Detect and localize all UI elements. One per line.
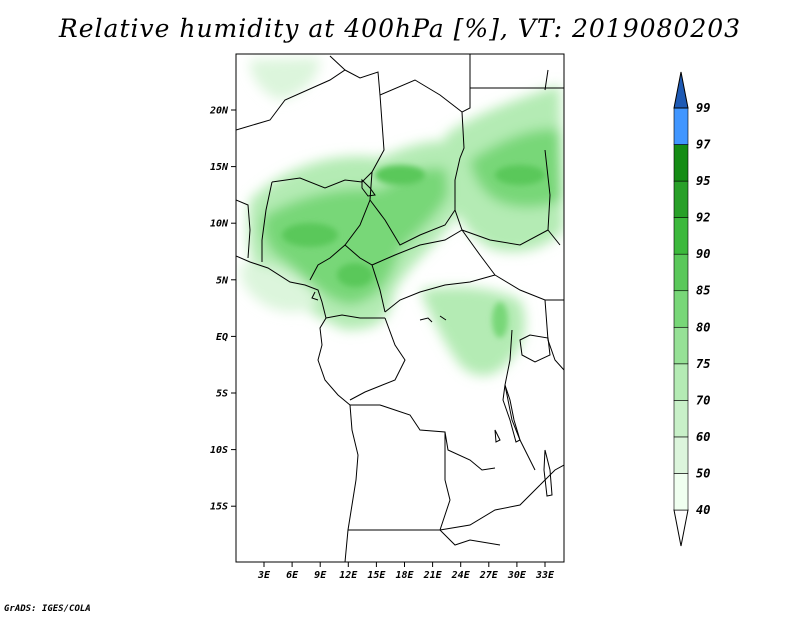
humidity-spot-chad <box>375 165 425 185</box>
colorbar-bin <box>673 180 689 218</box>
lake-tanganyika <box>502 384 521 443</box>
colorbar-label: 90 <box>696 247 710 261</box>
country-borders <box>236 54 564 562</box>
lat-tick-label: 5N <box>216 275 229 286</box>
colorbar-lower-triangle <box>673 509 689 547</box>
lat-tick-label: 10S <box>210 445 228 456</box>
humidity-shading <box>240 58 564 376</box>
colorbar-bin <box>673 436 689 474</box>
humidity-spot-cameroon <box>337 263 373 287</box>
lat-tick-label: EQ <box>216 332 228 343</box>
humidity-spot-uganda <box>492 302 508 338</box>
colorbar-label: 50 <box>696 466 710 480</box>
lon-tick-label: 33E <box>535 570 555 581</box>
axis-ticks: 20N 15N 10N 5N EQ 5S 10S 15S 3E 6E 9E 12E 15E 18E 21E 2… <box>209 106 555 582</box>
humidity-region-north-patches <box>250 58 320 100</box>
humidity-region-gulf <box>240 264 320 312</box>
border-south-sudan-uganda <box>494 274 564 301</box>
lon-tick-label: 18E <box>395 570 414 581</box>
border-niger-chad <box>379 79 463 113</box>
lake-malawi <box>543 449 553 497</box>
colorbar-bin <box>673 107 689 145</box>
colorbar-bin <box>673 253 689 292</box>
border-drc-east <box>504 329 536 471</box>
border-niger-nigeria <box>271 171 373 189</box>
border-drc-angola <box>350 404 496 471</box>
credit-label: GrADS: IGES/COLA <box>4 604 91 614</box>
lon-tick-label: 21E <box>423 570 443 581</box>
colorbar-label: 99 <box>696 101 710 115</box>
colorbar-bin <box>673 326 689 365</box>
lake-victoria <box>519 334 551 363</box>
border-south-sudan <box>461 229 549 246</box>
river-congo-detail <box>419 315 447 323</box>
lon-tick-label: 15E <box>367 570 386 581</box>
lat-tick-label: 5S <box>216 389 228 400</box>
lake-chad <box>361 178 376 197</box>
border-mali-niger <box>236 69 385 173</box>
colorbar: 40 50 60 70 75 80 85 90 92 95 97 99 <box>673 71 711 547</box>
humidity-region-sahel-core <box>262 167 455 305</box>
colorbar-label: 95 <box>696 174 710 188</box>
humidity-spot-nigeria <box>282 223 338 247</box>
colorbar-label: 60 <box>696 430 710 444</box>
colorbar-bin <box>673 217 689 255</box>
border-angola-zambia <box>439 432 451 531</box>
border-chad-car <box>369 199 456 246</box>
lat-tick-label: 15N <box>210 162 229 173</box>
coast-bight-detail <box>311 291 319 301</box>
border-uganda-kenya <box>544 299 564 371</box>
colorbar-label: 80 <box>696 320 710 334</box>
border-algeria-libya <box>329 55 346 71</box>
colorbar-label: 70 <box>696 393 710 407</box>
border-angola-namibia <box>348 529 501 546</box>
border-car-drc <box>384 274 496 313</box>
lon-tick-label: 12E <box>339 570 358 581</box>
border-ghana-togo <box>236 199 251 259</box>
lon-tick-label: 6E <box>286 570 299 581</box>
colorbar-bin <box>673 290 689 328</box>
border-congo-drc <box>349 317 406 401</box>
colorbar-label: 92 <box>696 211 710 225</box>
map-title: Relative humidity at 400hPa [%], VT: 201… <box>58 14 742 43</box>
lat-tick-label: 15S <box>210 502 228 513</box>
lon-tick-label: 30E <box>507 570 527 581</box>
colorbar-upper-triangle <box>673 71 689 109</box>
map-frame <box>235 53 565 563</box>
border-car-south <box>371 229 496 276</box>
lon-tick-label: 3E <box>257 570 271 581</box>
border-benin-nigeria <box>261 181 273 262</box>
lon-tick-label: 24E <box>451 570 471 581</box>
border-cameroon-gabon <box>325 314 385 319</box>
lat-tick-label: 10N <box>210 219 229 230</box>
colorbar-label: 85 <box>696 284 710 298</box>
colorbar-bin <box>673 400 689 438</box>
border-sudan-ethiopia <box>544 149 561 246</box>
colorbar-bin <box>673 473 689 511</box>
colorbar-bin <box>673 363 689 401</box>
colorbar-bin <box>673 144 689 182</box>
colorbar-label: 97 <box>696 138 711 152</box>
border-ethiopia-east <box>544 69 549 91</box>
lon-tick-label: 9E <box>314 570 327 581</box>
lake-mweru <box>494 429 501 443</box>
border-chad-sudan <box>454 157 463 231</box>
coastline <box>236 255 359 562</box>
lon-tick-label: 27E <box>479 570 499 581</box>
lat-tick-label: 20N <box>209 106 229 117</box>
humidity-spot-sudan <box>495 165 545 185</box>
colorbar-label: 40 <box>696 503 710 517</box>
border-zambia-south <box>439 484 541 531</box>
colorbar-label: 75 <box>696 357 710 371</box>
